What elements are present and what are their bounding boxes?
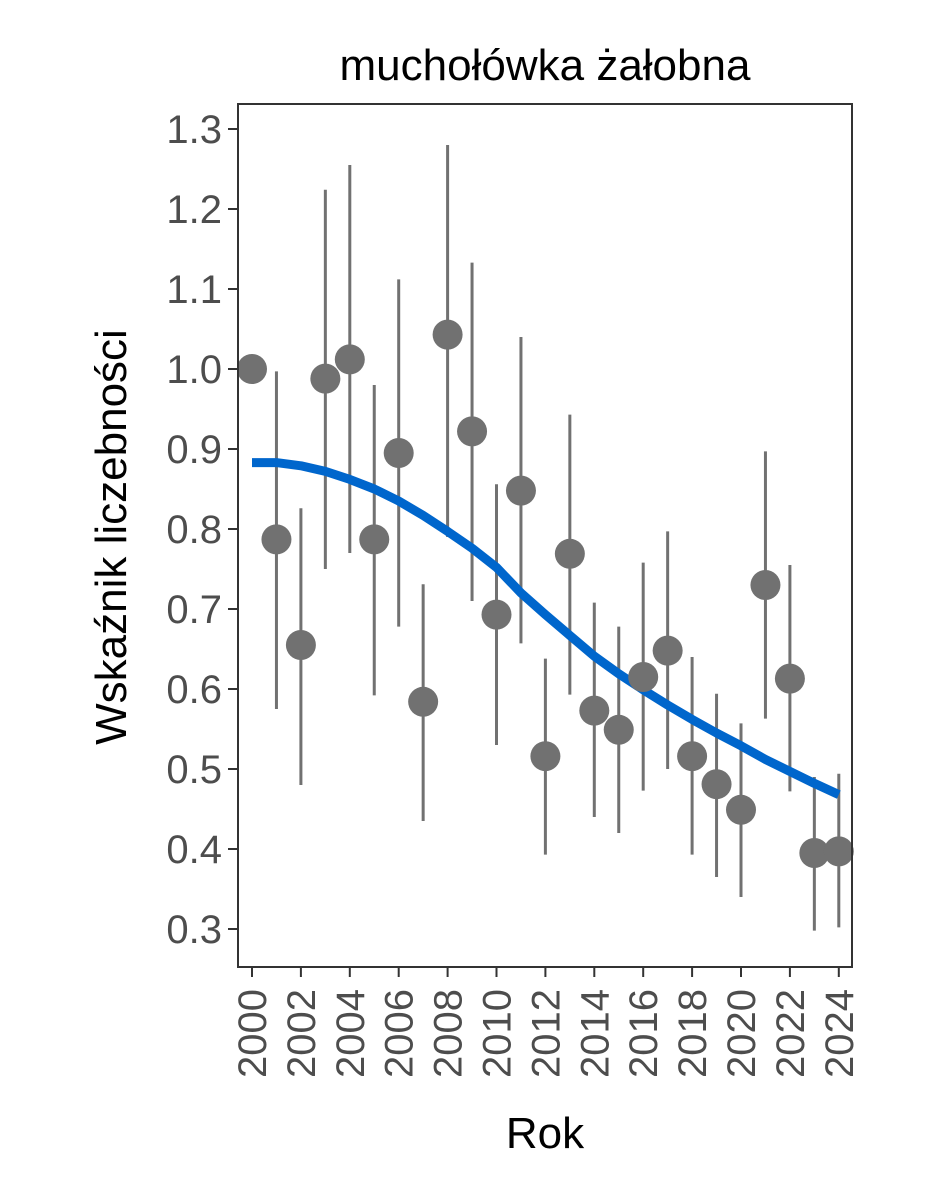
trend-layer [252,458,841,799]
y-tick-label: 0.9 [166,428,222,472]
data-point [530,741,561,772]
data-point [359,524,390,555]
x-tick-label: 2020 [720,989,764,1078]
data-point [383,438,414,468]
data-point [285,630,316,660]
y-tick-label: 0.5 [166,748,222,792]
data-point [628,662,659,692]
point-layer [237,319,854,868]
trend-line [252,458,841,799]
x-tick-label: 2016 [622,989,666,1078]
x-tick-label: 2012 [524,989,568,1078]
data-point [334,344,365,375]
data-point [677,741,708,772]
data-point [652,635,683,666]
x-tick-label: 2024 [818,989,862,1078]
y-tick-label: 1.1 [166,268,222,312]
data-point [505,475,536,506]
y-tick-label: 1.3 [166,108,222,152]
y-tick-label: 1.0 [166,348,222,392]
data-point [726,794,756,825]
y-tick-label: 1.2 [166,188,222,232]
x-tick-label: 2018 [671,989,715,1078]
data-point [261,524,292,555]
chart-title: muchołówka żałobna [340,41,751,90]
data-point [432,319,463,350]
x-tick-label: 2008 [427,989,471,1078]
data-point [310,363,341,394]
x-tick-label: 2022 [769,989,813,1078]
data-point [408,686,439,717]
x-tick-label: 2002 [280,989,324,1078]
y-tick-label: 0.3 [166,908,222,952]
x-axis-title: Rok [506,1109,585,1158]
y-tick-label: 0.4 [166,828,222,872]
data-point [481,599,512,630]
data-point [457,416,488,447]
data-point [823,836,854,867]
data-point [603,714,634,745]
data-point [774,663,805,694]
y-tick-label: 0.8 [166,508,222,552]
data-point [799,838,830,868]
data-point [579,695,610,726]
data-point [554,538,585,569]
data-point [237,354,267,384]
x-tick-label: 2006 [378,989,422,1078]
x-tick-label: 2010 [476,989,520,1078]
data-point [750,570,781,600]
x-tick-label: 2000 [231,989,275,1078]
y-tick-label: 0.7 [166,588,222,632]
data-point [701,769,732,800]
x-tick-label: 2004 [329,989,373,1078]
y-axis-title: Wskaźnik liczebności [87,329,136,745]
x-tick-label: 2014 [573,989,617,1078]
y-tick-label: 0.6 [166,668,222,712]
